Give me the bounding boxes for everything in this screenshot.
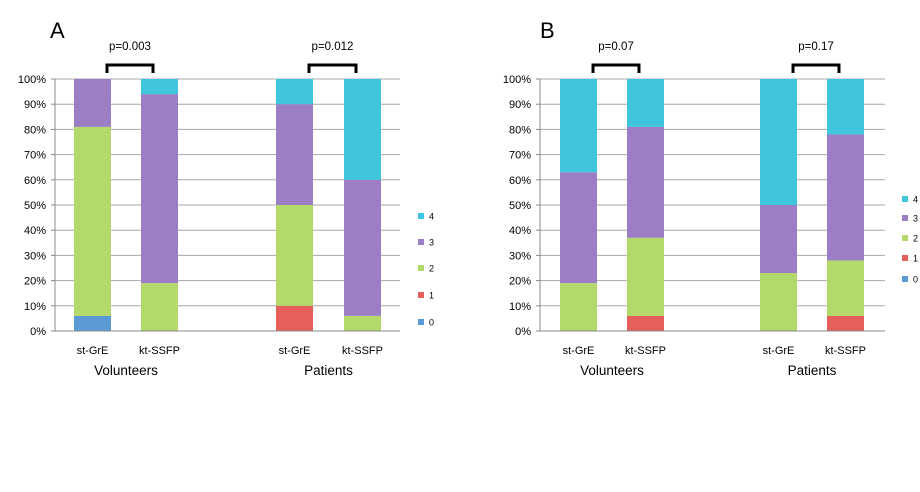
y-tick-label: 100% — [18, 74, 46, 86]
legend-swatch-3 — [902, 215, 908, 221]
x-category-label: kt-SSFP — [139, 345, 180, 357]
bar-segment-1 — [627, 315, 664, 331]
legend-label: 2 — [429, 264, 434, 274]
panel-a-chart: A 0% 10% 20% 30% 40% 50% 60% 70% 80% 90% 100% st-GrE… — [18, 18, 434, 378]
bar-segment-3 — [141, 94, 178, 284]
y-tick-label: 90% — [509, 99, 531, 111]
y-tick-label: 40% — [24, 225, 46, 237]
x-category-label: st-GrE — [77, 345, 109, 357]
panel-label: B — [540, 18, 555, 43]
x-category-label: kt-SSFP — [625, 345, 666, 357]
x-category-label: st-GrE — [279, 345, 311, 357]
bar-segment-2 — [760, 273, 797, 331]
bar-segment-4 — [760, 79, 797, 205]
y-tick-label: 60% — [24, 175, 46, 187]
legend-swatch-1 — [418, 292, 424, 298]
x-category-label: st-GrE — [563, 345, 595, 357]
y-tick-label: 20% — [509, 276, 531, 288]
bar-segment-3 — [827, 134, 864, 261]
bar-segment-3 — [276, 104, 313, 205]
y-tick-label: 20% — [24, 276, 46, 288]
legend-swatch-4 — [418, 213, 424, 219]
x-category-label: kt-SSFP — [342, 345, 383, 357]
y-tick-label: 10% — [509, 301, 531, 313]
bar-segment-4 — [276, 79, 313, 105]
p-value-label: p=0.07 — [598, 41, 634, 53]
legend-label: 0 — [429, 318, 434, 328]
x-category-label: kt-SSFP — [825, 345, 866, 357]
panel-b-chart: B 0% 10% 20% 30% 40% 50% 60% 70% 80% 90% 100% st-GrE… — [503, 18, 918, 378]
significance-bracket — [591, 63, 641, 73]
legend-label: 3 — [913, 214, 918, 224]
legend-swatch-0 — [902, 276, 908, 282]
x-group-label: Volunteers — [94, 363, 158, 378]
x-group-label: Patients — [788, 363, 837, 378]
p-value-label: p=0.17 — [798, 41, 834, 53]
y-tick-label: 70% — [509, 150, 531, 162]
bar-segment-4 — [560, 79, 597, 173]
y-tick-label: 100% — [503, 74, 531, 86]
p-value-label: p=0.003 — [109, 41, 151, 53]
y-tick-label: 90% — [24, 99, 46, 111]
bar-segment-4 — [827, 79, 864, 135]
x-category-label: st-GrE — [763, 345, 795, 357]
legend-label: 0 — [913, 275, 918, 285]
bar-segment-4 — [344, 79, 381, 180]
p-value-label: p=0.012 — [312, 41, 354, 53]
y-tick-label: 0% — [515, 326, 531, 338]
legend-label: 1 — [913, 254, 918, 264]
y-tick-label: 50% — [24, 200, 46, 212]
significance-bracket — [791, 63, 841, 73]
legend-label: 3 — [429, 238, 434, 248]
bar-segment-2 — [344, 315, 381, 331]
y-tick-label: 60% — [509, 175, 531, 187]
legend-label: 4 — [429, 212, 434, 222]
significance-bracket — [105, 63, 155, 73]
bar-segment-4 — [141, 79, 178, 95]
bar-segment-2 — [827, 260, 864, 316]
legend-swatch-0 — [418, 319, 424, 325]
bar-segment-3 — [760, 205, 797, 274]
y-tick-label: 30% — [509, 250, 531, 262]
panel-label: A — [50, 18, 65, 43]
legend-swatch-2 — [902, 235, 908, 241]
bar-segment-1 — [827, 315, 864, 331]
significance-bracket — [307, 63, 358, 73]
bar-segment-0 — [74, 315, 111, 331]
x-group-label: Volunteers — [580, 363, 644, 378]
bar-segment-4 — [627, 79, 664, 127]
bar-segment-1 — [276, 305, 313, 331]
y-tick-label: 70% — [24, 150, 46, 162]
y-tick-label: 80% — [24, 124, 46, 136]
bar-segment-2 — [560, 283, 597, 331]
bar-segment-3 — [344, 179, 381, 316]
bar-segment-3 — [74, 79, 111, 127]
y-tick-label: 0% — [30, 326, 46, 338]
bar-segment-3 — [560, 172, 597, 284]
legend-swatch-4 — [902, 196, 908, 202]
bar-segment-2 — [74, 126, 111, 316]
y-tick-label: 30% — [24, 250, 46, 262]
x-group-label: Patients — [304, 363, 353, 378]
legend-label: 2 — [913, 234, 918, 244]
bar-segment-2 — [141, 283, 178, 331]
y-tick-label: 40% — [509, 225, 531, 237]
bar-segment-3 — [627, 126, 664, 238]
legend-label: 4 — [913, 195, 918, 205]
y-tick-label: 80% — [509, 124, 531, 136]
legend-swatch-1 — [902, 255, 908, 261]
y-tick-label: 50% — [509, 200, 531, 212]
y-tick-label: 10% — [24, 301, 46, 313]
bar-segment-2 — [627, 237, 664, 316]
legend-label: 1 — [429, 291, 434, 301]
legend-swatch-3 — [418, 239, 424, 245]
legend-swatch-2 — [418, 265, 424, 271]
bar-segment-2 — [276, 205, 313, 306]
